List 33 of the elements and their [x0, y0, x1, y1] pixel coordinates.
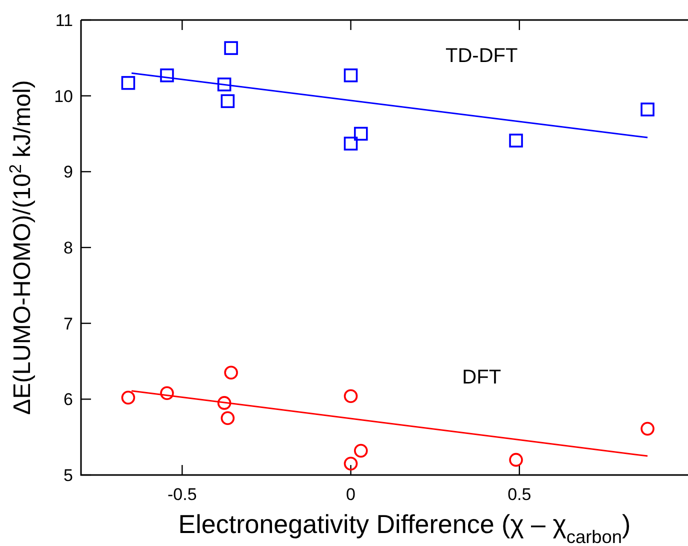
point	[217, 396, 232, 410]
point	[354, 444, 368, 458]
annotation: DFT	[462, 366, 502, 388]
x-tick-label: 0.5	[508, 485, 532, 504]
point	[121, 390, 136, 405]
point	[640, 102, 654, 116]
point	[509, 134, 523, 148]
annotation: TD-DFT	[446, 44, 518, 67]
y-tick-label: 9	[64, 162, 73, 182]
y-tick-label: 6	[64, 390, 73, 410]
point	[160, 386, 174, 400]
y-tick-label: 8	[64, 238, 73, 258]
point	[509, 452, 523, 467]
y-tick-label: 11	[55, 10, 73, 30]
y-tick-label: 5	[64, 466, 73, 485]
y-tick-label: 7	[64, 314, 73, 334]
y-tick-label: 10	[54, 86, 73, 106]
point	[121, 76, 136, 90]
x-tick-label: 0	[346, 485, 356, 504]
point	[217, 78, 232, 92]
point	[160, 68, 174, 82]
point	[344, 389, 358, 404]
point	[224, 366, 238, 380]
point	[220, 94, 235, 108]
point	[344, 136, 358, 151]
point	[640, 422, 654, 436]
point	[344, 68, 358, 82]
point	[344, 456, 358, 471]
point	[224, 41, 238, 55]
x-tick-label: -0.5	[168, 485, 197, 504]
point	[354, 126, 368, 141]
x-axis-title: Electronegativity Difference (χ – χ$_{carbon}$)	[178, 509, 631, 546]
point	[220, 411, 235, 426]
